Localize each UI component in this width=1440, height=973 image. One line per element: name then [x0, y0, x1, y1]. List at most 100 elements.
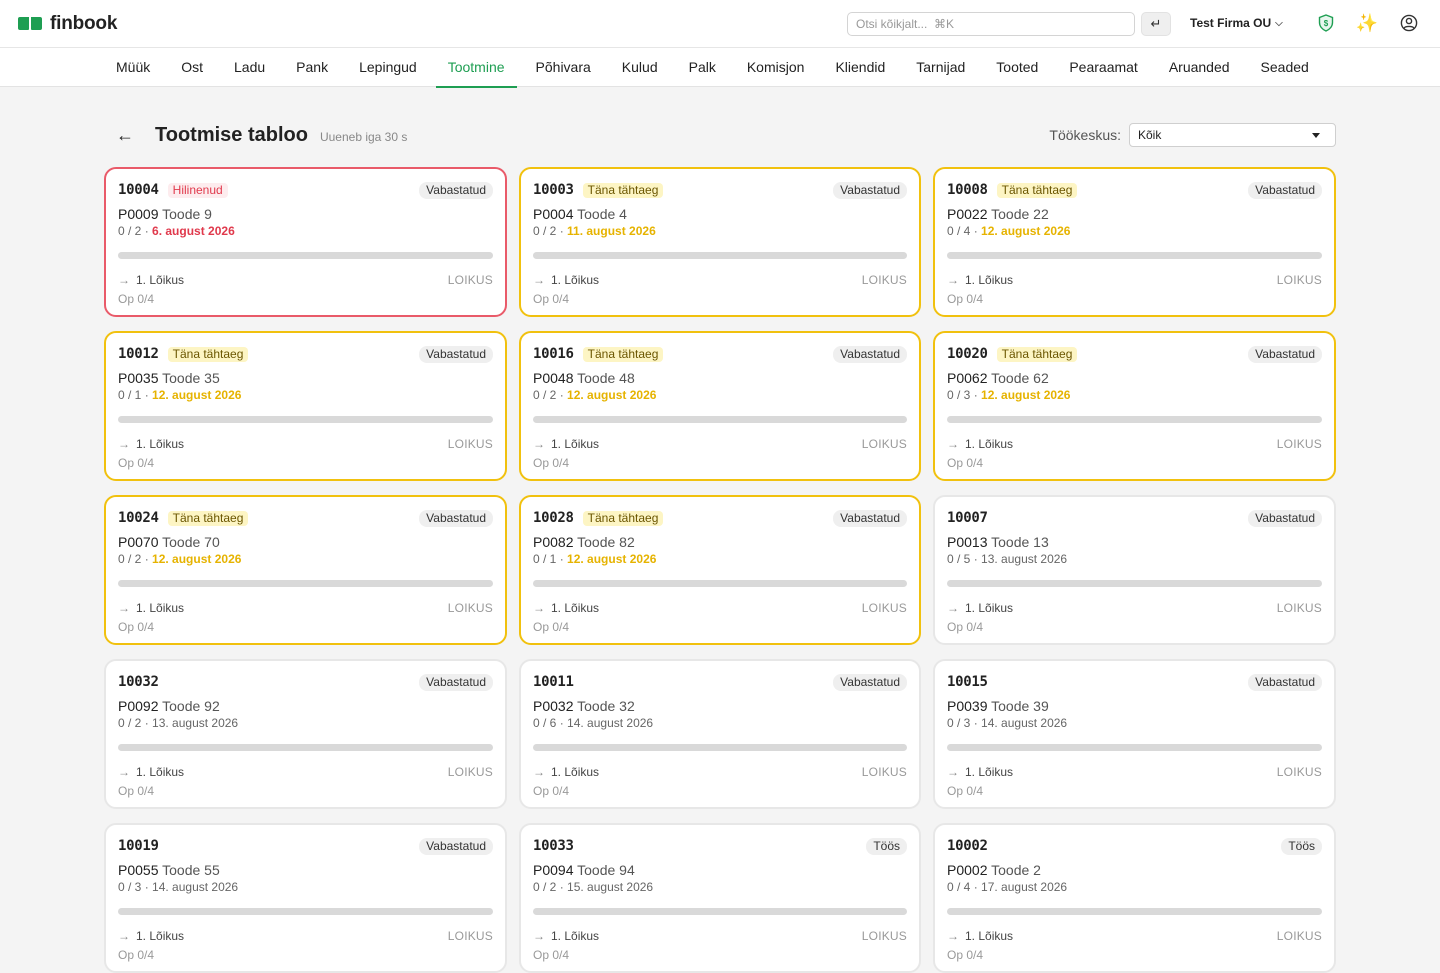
book-icon — [18, 16, 42, 32]
due-date: 12. august 2026 — [152, 552, 242, 566]
quantity: 0 / 3 — [118, 880, 142, 894]
arrow-right-icon: → — [118, 928, 130, 943]
nav-item-ladu[interactable]: Ladu — [234, 59, 266, 75]
nav-item-palk[interactable]: Palk — [688, 59, 716, 75]
workcenter-code: LOIKUS — [861, 272, 907, 287]
nav-item-lepingud[interactable]: Lepingud — [359, 59, 417, 75]
production-order-card[interactable]: 10004 Hilinenud Vabastatud P0009 Toode 9… — [104, 167, 507, 317]
global-search: ↵ — [847, 12, 1171, 36]
sparkle-icon[interactable]: ✨ — [1355, 12, 1379, 33]
arrow-right-icon: → — [947, 600, 959, 615]
main-nav: Müük Ost Ladu Pank Lepingud Tootmine Põhivara K… — [0, 48, 1440, 88]
app-logo[interactable]: finbook — [18, 13, 117, 35]
caret-down-icon — [1312, 132, 1320, 138]
production-order-card[interactable]: 10002 Töös P0002 Toode 2 0 / 4 · 17. aug… — [933, 823, 1336, 973]
nav-item-pearaamat[interactable]: Pearaamat — [1069, 59, 1138, 75]
nav-item-pank[interactable]: Pank — [296, 59, 329, 75]
due-date: 14. august 2026 — [567, 716, 654, 730]
workcenter-code: LOIKUS — [447, 600, 493, 615]
step-name: 1. Lõikus — [551, 928, 600, 943]
nav-item-tootmine[interactable]: Tootmine — [435, 48, 517, 88]
step-name: 1. Lõikus — [965, 436, 1014, 451]
current-step: → 1. Lõikus LOIKUS — [118, 272, 493, 287]
quantity-date-line: 0 / 2 · 6. august 2026 — [118, 224, 235, 238]
production-order-card[interactable]: 10032 Vabastatud P0092 Toode 92 0 / 2 · … — [104, 659, 507, 809]
production-order-card[interactable]: 10012 Täna tähtaeg Vabastatud P0035 Tood… — [104, 331, 507, 481]
current-step: → 1. Lõikus LOIKUS — [947, 928, 1322, 943]
status-badge: Vabastatud — [833, 345, 907, 363]
quantity: 0 / 4 — [947, 224, 971, 238]
production-order-card[interactable]: 10024 Täna tähtaeg Vabastatud P0070 Tood… — [104, 495, 507, 645]
nav-item-tarnijad[interactable]: Tarnijad — [916, 59, 966, 75]
product-code: P0022 — [947, 206, 988, 222]
quantity-date-line: 0 / 5 · 13. august 2026 — [947, 552, 1068, 566]
nav-item-kliendid[interactable]: Kliendid — [835, 59, 886, 75]
quantity-date-line: 0 / 2 · 11. august 2026 — [533, 224, 656, 238]
nav-item-seaded[interactable]: Seaded — [1260, 59, 1309, 75]
step-name: 1. Lõikus — [136, 928, 185, 943]
company-switcher[interactable]: Test Firma OU ⌵ — [1190, 16, 1283, 30]
search-input[interactable] — [847, 12, 1135, 36]
search-submit-button[interactable]: ↵ — [1141, 12, 1171, 36]
product-name: Toode 48 — [577, 370, 635, 386]
production-order-card[interactable]: 10007 Vabastatud P0013 Toode 13 0 / 5 · … — [933, 495, 1336, 645]
progress-bar — [533, 252, 907, 259]
progress-bar — [947, 252, 1322, 259]
production-order-card[interactable]: 10028 Täna tähtaeg Vabastatud P0082 Tood… — [519, 495, 921, 645]
order-number: 10020 — [947, 346, 988, 362]
product-name: Toode 82 — [577, 534, 635, 550]
production-order-card[interactable]: 10011 Vabastatud P0032 Toode 32 0 / 6 · … — [519, 659, 921, 809]
status-badge: Vabastatud — [1248, 673, 1322, 691]
nav-item-komisjon[interactable]: Komisjon — [746, 59, 805, 75]
progress-bar — [533, 580, 907, 587]
arrow-right-icon: → — [533, 928, 545, 943]
nav-item-ost[interactable]: Ost — [181, 59, 204, 75]
back-arrow-icon[interactable]: ← — [116, 124, 134, 145]
due-date: 6. august 2026 — [152, 224, 235, 238]
operations-count: Op 0/4 — [118, 784, 155, 798]
progress-bar — [947, 744, 1322, 751]
workcenter-select[interactable]: Kõik — [1129, 123, 1336, 147]
nav-item-põhivara[interactable]: Põhivara — [535, 59, 591, 75]
production-order-card[interactable]: 10016 Täna tähtaeg Vabastatud P0048 Tood… — [519, 331, 921, 481]
product-code: P0062 — [947, 370, 988, 386]
production-order-card[interactable]: 10020 Täna tähtaeg Vabastatud P0062 Tood… — [933, 331, 1336, 481]
step-name: 1. Lõikus — [551, 436, 600, 451]
nav-item-tooted[interactable]: Tooted — [996, 59, 1039, 75]
progress-bar — [947, 908, 1322, 915]
current-step: → 1. Lõikus LOIKUS — [533, 436, 907, 451]
workcenter-code: LOIKUS — [447, 272, 493, 287]
nav-item-müük[interactable]: Müük — [116, 59, 151, 75]
company-name: Test Firma OU — [1190, 16, 1272, 30]
workcenter-code: LOIKUS — [1276, 928, 1322, 943]
quantity: 0 / 3 — [947, 388, 971, 402]
workcenter-label: Töökeskus: — [1049, 127, 1121, 143]
due-date: 12. august 2026 — [567, 552, 657, 566]
product-name: Toode 4 — [577, 206, 627, 222]
production-order-card[interactable]: 10003 Täna tähtaeg Vabastatud P0004 Tood… — [519, 167, 921, 317]
product-code: P0039 — [947, 698, 988, 714]
operations-count: Op 0/4 — [118, 292, 155, 306]
production-order-card[interactable]: 10008 Täna tähtaeg Vabastatud P0022 Tood… — [933, 167, 1336, 317]
shield-icon[interactable]: $ — [1316, 13, 1336, 33]
production-order-card[interactable]: 10033 Töös P0094 Toode 94 0 / 2 · 15. au… — [519, 823, 921, 973]
product-line: P0002 Toode 2 — [947, 862, 1322, 880]
product-name: Toode 22 — [991, 206, 1049, 222]
progress-bar — [118, 416, 493, 423]
product-line: P0022 Toode 22 — [947, 206, 1322, 224]
nav-item-aruanded[interactable]: Aruanded — [1168, 59, 1230, 75]
user-circle-icon[interactable] — [1399, 13, 1419, 33]
product-code: P0070 — [118, 534, 159, 550]
product-line: P0013 Toode 13 — [947, 534, 1322, 552]
status-badge: Vabastatud — [1248, 181, 1322, 199]
nav-item-kulud[interactable]: Kulud — [621, 59, 658, 75]
progress-bar — [118, 908, 493, 915]
workcenter-filter: Töökeskus: Kõik — [1049, 123, 1336, 147]
product-name: Toode 92 — [162, 698, 220, 714]
production-order-card[interactable]: 10019 Vabastatud P0055 Toode 55 0 / 3 · … — [104, 823, 507, 973]
current-step: → 1. Lõikus LOIKUS — [118, 600, 493, 615]
order-number: 10015 — [947, 674, 988, 690]
production-order-card[interactable]: 10015 Vabastatud P0039 Toode 39 0 / 3 · … — [933, 659, 1336, 809]
quantity-date-line: 0 / 1 · 12. august 2026 — [533, 552, 657, 566]
due-date: 17. august 2026 — [981, 880, 1068, 894]
